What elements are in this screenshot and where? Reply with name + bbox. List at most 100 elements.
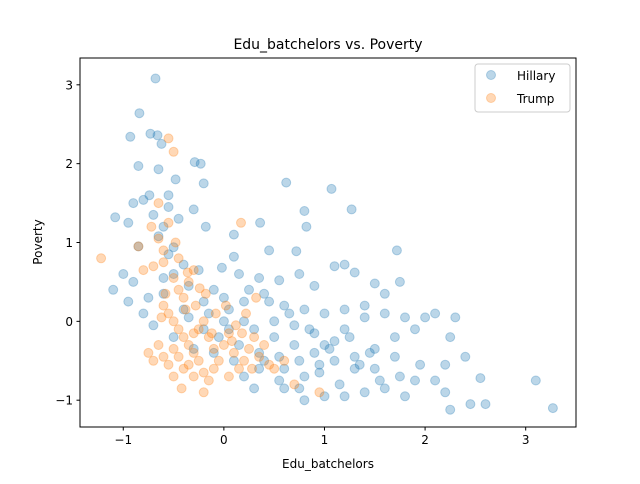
data-point-trump <box>158 257 169 268</box>
data-point-trump <box>163 133 174 144</box>
data-point-hillary <box>128 198 139 209</box>
data-point-hillary <box>108 284 119 295</box>
data-point-hillary <box>294 355 305 366</box>
data-point-trump <box>247 363 257 374</box>
data-point-trump <box>182 267 193 278</box>
data-point-hillary <box>138 194 149 205</box>
data-point-trump <box>168 273 179 283</box>
data-point-trump <box>146 221 157 232</box>
y-axis: −1 0 1 2 3 <box>55 78 80 408</box>
data-point-hillary <box>281 177 292 188</box>
x-tick-label: 3 <box>522 433 530 447</box>
data-point-hillary <box>359 312 370 323</box>
data-point-hillary <box>133 161 144 171</box>
data-point-hillary <box>150 73 161 84</box>
data-point-hillary <box>301 221 312 232</box>
data-point-trump <box>223 328 234 339</box>
data-point-trump <box>213 355 224 366</box>
data-point-hillary <box>369 363 380 374</box>
legend-label-hillary: Hillary <box>517 69 555 83</box>
data-point-trump <box>168 316 179 327</box>
y-tick-label: 0 <box>65 315 73 329</box>
data-point-trump <box>264 359 275 370</box>
data-point-hillary <box>430 375 441 386</box>
data-point-trump <box>153 198 164 209</box>
data-point-hillary <box>339 259 350 270</box>
data-point-hillary <box>195 158 206 169</box>
data-point-hillary <box>144 190 155 201</box>
data-point-trump <box>168 371 179 382</box>
data-point-hillary <box>339 391 350 402</box>
data-point-trump <box>173 284 184 295</box>
data-point-trump <box>259 340 270 350</box>
data-point-hillary <box>216 262 227 273</box>
data-point-hillary <box>208 284 219 295</box>
series-hillary <box>108 73 558 415</box>
data-point-hillary <box>329 336 340 347</box>
data-point-hillary <box>133 241 144 252</box>
data-point-hillary <box>148 320 159 331</box>
data-point-hillary <box>346 204 357 215</box>
data-point-trump <box>158 245 169 256</box>
data-point-trump <box>193 355 204 366</box>
data-point-hillary <box>148 209 159 220</box>
data-point-hillary <box>279 363 290 374</box>
data-point-trump <box>178 292 189 303</box>
data-point-trump <box>188 265 199 276</box>
data-point-hillary <box>465 399 476 410</box>
data-point-hillary <box>223 304 234 315</box>
data-point-trump <box>206 328 217 339</box>
y-tick-label: 3 <box>65 78 73 92</box>
data-point-trump <box>200 288 211 299</box>
data-point-trump <box>173 253 184 264</box>
data-point-trump <box>160 288 171 299</box>
data-point-trump <box>183 276 194 287</box>
data-point-hillary <box>259 288 270 299</box>
data-point-hillary <box>254 363 265 374</box>
data-point-hillary <box>400 312 410 323</box>
data-point-trump <box>208 363 219 374</box>
x-tick-label: 0 <box>220 433 228 447</box>
data-point-hillary <box>445 332 456 343</box>
data-point-hillary <box>183 312 194 323</box>
data-point-hillary <box>274 375 285 386</box>
data-point-trump <box>170 237 181 248</box>
data-point-hillary <box>123 296 134 307</box>
data-point-hillary <box>274 275 285 286</box>
data-point-hillary <box>208 347 219 358</box>
data-point-hillary <box>329 355 340 366</box>
data-point-hillary <box>134 108 145 119</box>
data-point-hillary <box>374 375 385 386</box>
data-point-hillary <box>259 355 270 366</box>
data-point-trump <box>289 379 300 390</box>
legend: Hillary Trump <box>474 63 571 113</box>
data-point-hillary <box>379 288 390 299</box>
y-axis-label: Poverty <box>31 219 45 264</box>
data-point-trump <box>314 387 325 398</box>
data-point-trump <box>96 253 107 264</box>
data-point-trump <box>236 217 246 228</box>
data-point-hillary <box>158 221 169 232</box>
data-point-hillary <box>440 387 451 398</box>
data-point-hillary <box>349 267 360 278</box>
data-point-hillary <box>369 278 380 289</box>
data-point-trump <box>173 324 184 335</box>
data-point-hillary <box>168 269 179 279</box>
data-point-hillary <box>530 375 541 386</box>
x-axis: −1 0 1 2 3 <box>114 427 530 447</box>
data-point-trump <box>168 343 179 354</box>
data-point-hillary <box>264 296 275 307</box>
data-point-hillary <box>223 324 234 335</box>
data-point-hillary <box>349 363 360 374</box>
data-point-hillary <box>440 359 451 370</box>
data-point-hillary <box>264 245 275 256</box>
data-point-hillary <box>188 343 199 354</box>
data-point-hillary <box>279 383 290 394</box>
data-point-hillary <box>309 328 320 339</box>
data-point-hillary <box>125 131 136 142</box>
data-point-hillary <box>168 332 179 343</box>
data-point-hillary <box>299 206 310 216</box>
data-point-hillary <box>178 304 189 315</box>
